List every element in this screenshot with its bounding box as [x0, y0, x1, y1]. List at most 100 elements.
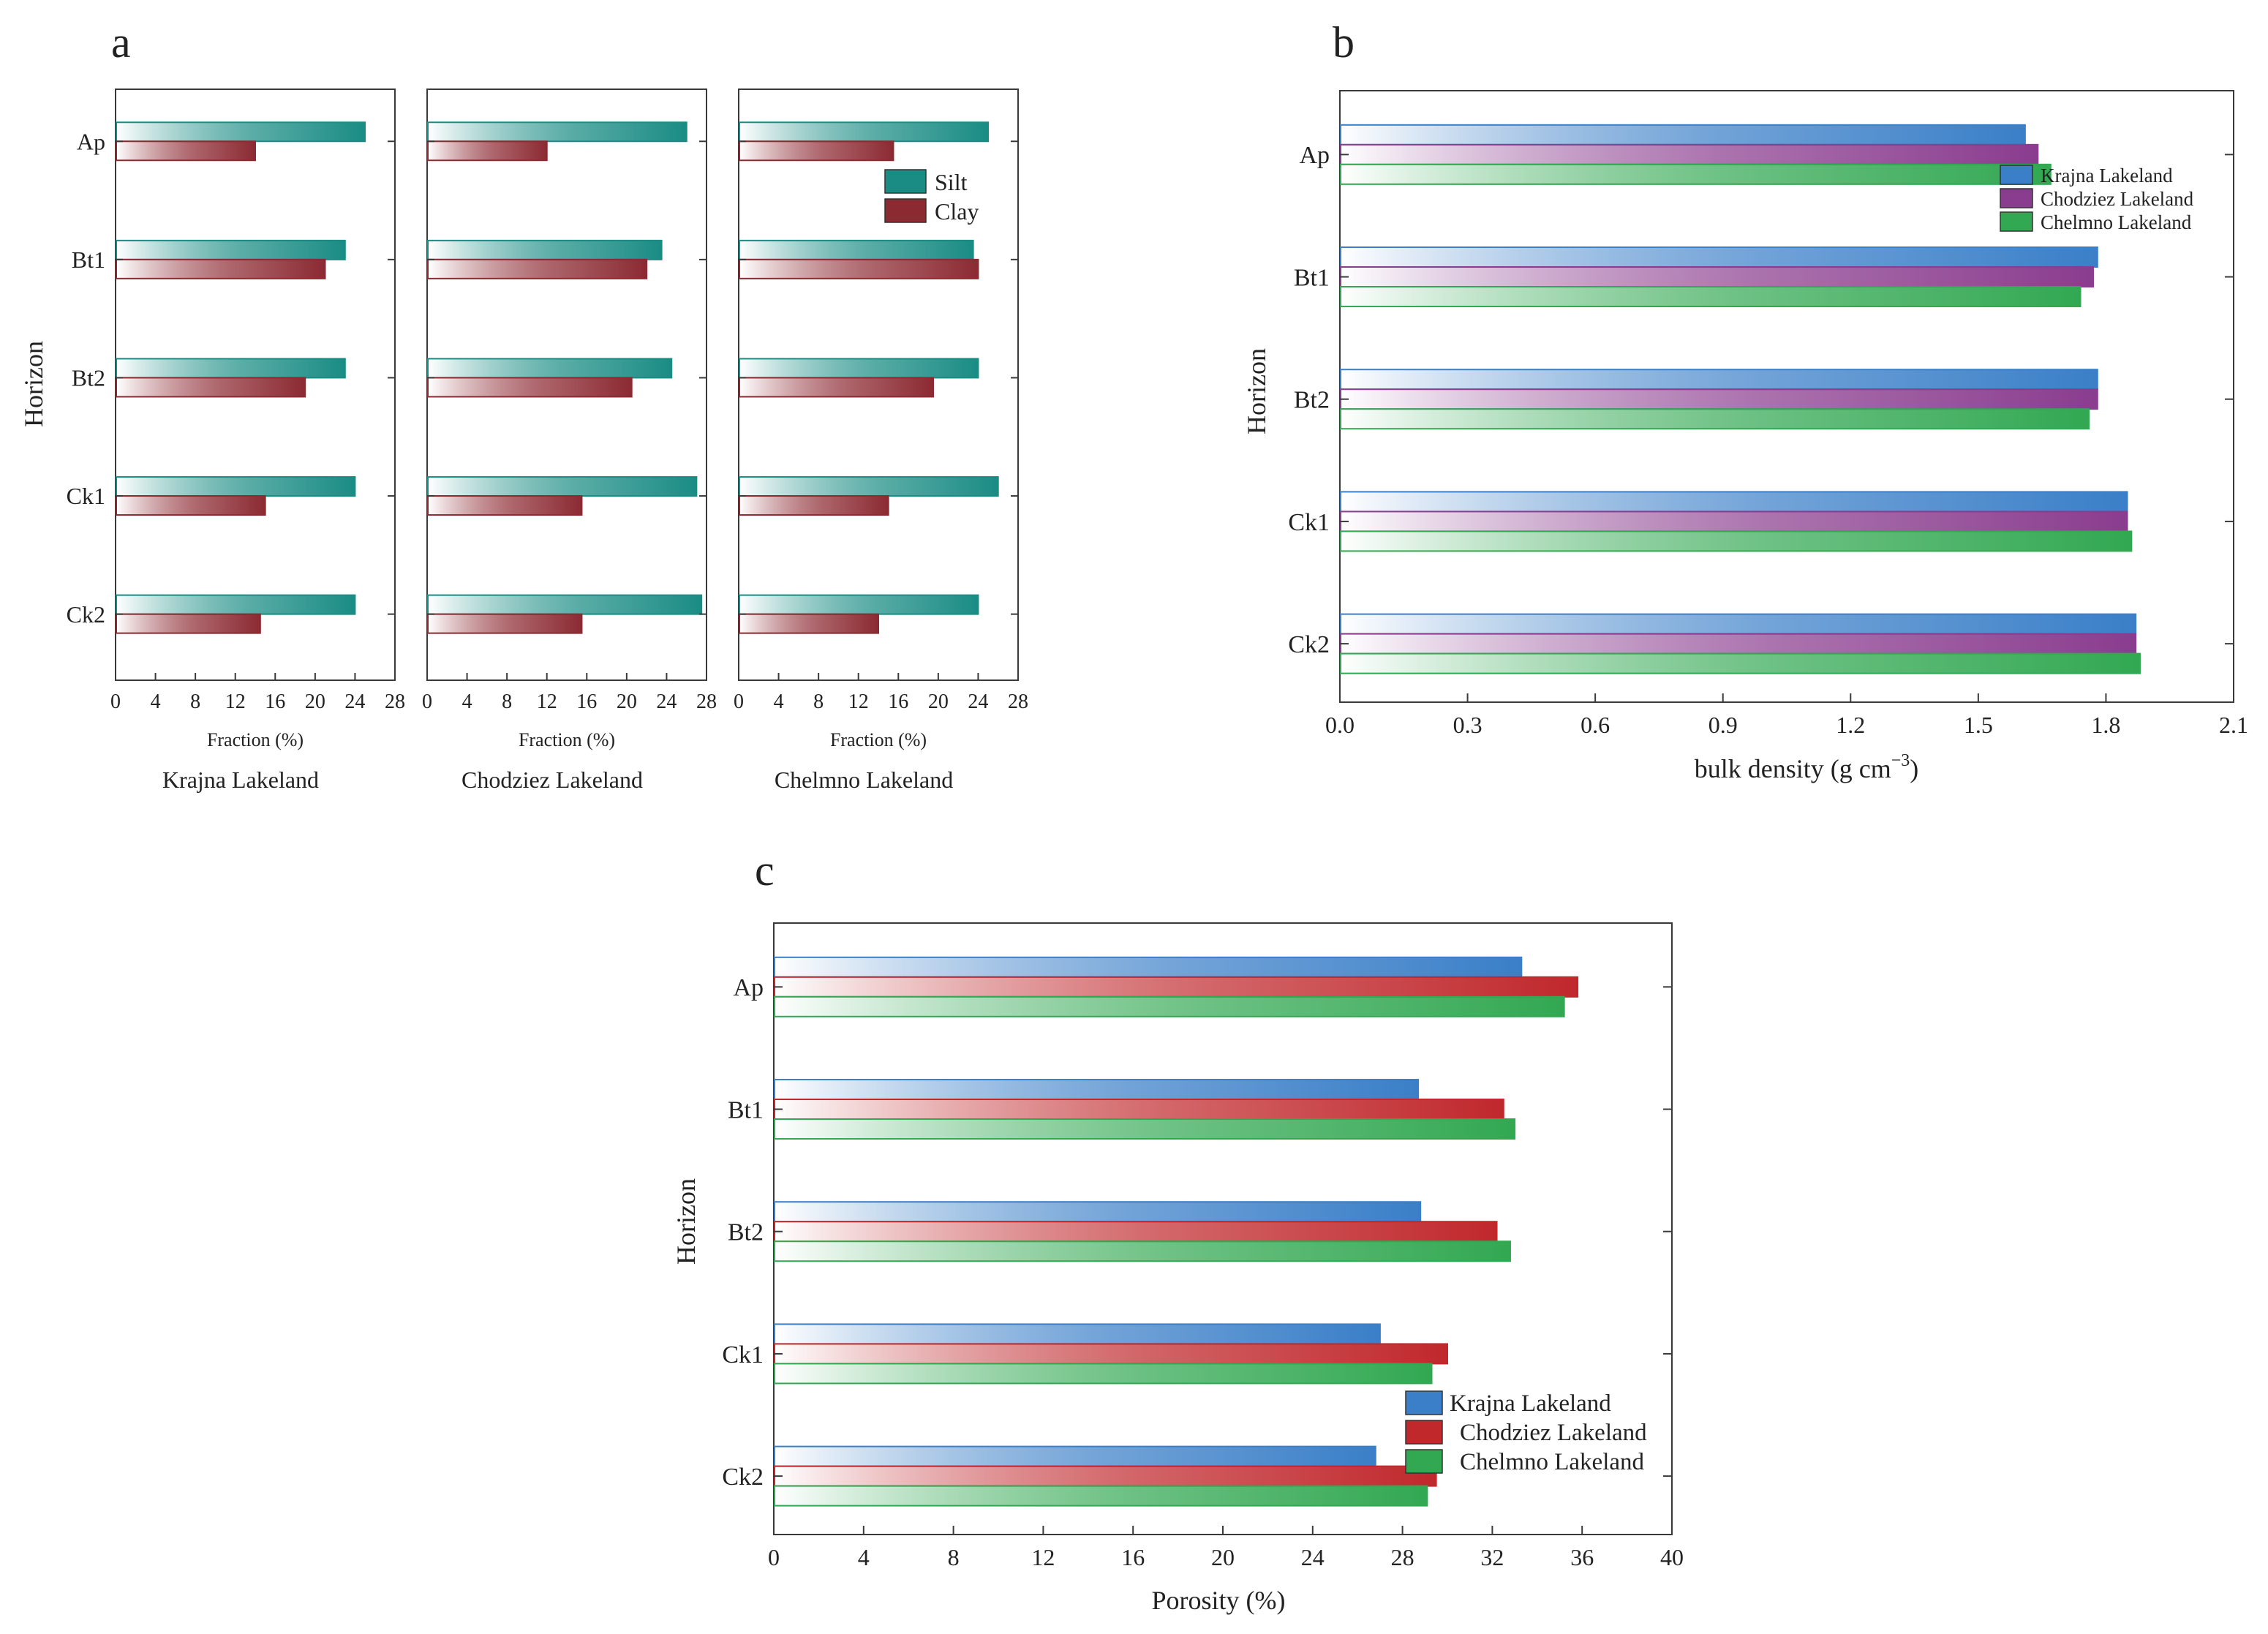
- legend-swatch-chelmno: [2000, 211, 2033, 232]
- bar-krajna-lakeland-bt2: [1340, 369, 2098, 391]
- panel-b-label: b: [1333, 18, 1355, 67]
- x-tick-label-12: 12: [848, 690, 869, 713]
- x-tick-label-28: 28: [696, 690, 717, 713]
- y-tick-label-bt1: Bt1: [728, 1096, 764, 1123]
- subplot-title-krajna-lakeland: Krajna Lakeland: [162, 767, 319, 793]
- bar-silt-bt1: [427, 239, 663, 260]
- bar-krajna-lakeland-ap: [1340, 124, 2026, 146]
- x-tick-label-12: 12: [225, 690, 246, 713]
- bar-clay-ck1: [427, 495, 583, 516]
- x-tick-label-0-3: 0.3: [1453, 712, 1483, 738]
- panel-b-xlabel: bulk density (g cm−3): [1695, 751, 1919, 783]
- y-tick-label-ap: Ap: [77, 128, 105, 154]
- x-tick-label-0: 0: [768, 1544, 780, 1570]
- bar-krajna-lakeland-bt1: [1340, 246, 2098, 268]
- bar-krajna-lakeland-ck2: [774, 1445, 1376, 1467]
- x-tick-label-1-2: 1.2: [1836, 712, 1865, 738]
- y-tick-label-bt2: Bt2: [1294, 387, 1330, 414]
- bar-clay-bt1: [739, 258, 979, 279]
- x-tick-label-8: 8: [190, 690, 200, 713]
- panel-b-legend: Krajna Lakeland Chodziez Lakeland Chelmn…: [2000, 165, 2194, 233]
- bar-chodziez-lakeland-bt2: [774, 1221, 1498, 1243]
- bar-krajna-lakeland-ap: [774, 956, 1523, 978]
- x-tick-label-36: 36: [1570, 1544, 1594, 1570]
- legend-swatch-krajna: [2000, 165, 2033, 185]
- y-tick-label-bt1: Bt1: [1294, 264, 1330, 291]
- panel-b: b Horizon Ap Bt1 Bt2 Ck1 Ck2 0.0 0.3 0.6 0.9 1.2 1…: [1242, 18, 2248, 783]
- x-tick-label-8: 8: [948, 1544, 960, 1570]
- bar-chodziez-lakeland-bt1: [774, 1099, 1504, 1121]
- y-tick-label-bt1: Bt1: [72, 246, 105, 273]
- x-tick-label-24: 24: [968, 690, 988, 713]
- bar-silt-ck2: [427, 594, 703, 615]
- bar-clay-bt2: [427, 377, 633, 398]
- y-tick-label-ck1: Ck1: [722, 1341, 764, 1368]
- bar-silt-ap: [739, 121, 990, 143]
- panel-a-subplot-chodziez: 0 4 8 12 16 20 24 28 Fraction (%) Chodziez Lakela…: [422, 89, 717, 793]
- bar-clay-ck1: [116, 495, 266, 516]
- x-tick-label-12: 12: [537, 690, 557, 713]
- bar-chodziez-lakeland-ck1: [1340, 511, 2128, 532]
- x-tick-label-0-9: 0.9: [1708, 712, 1738, 738]
- y-tick-label-bt2: Bt2: [72, 365, 105, 391]
- bar-chelmno-lakeland-ap: [1340, 163, 2052, 185]
- x-tick-label-0: 0: [422, 690, 432, 713]
- legend-swatch-chodziez: [2000, 188, 2033, 208]
- x-tick-label-24: 24: [656, 690, 677, 713]
- bar-krajna-lakeland-bt2: [774, 1201, 1422, 1223]
- legend-label-chodziez: Chodziez Lakeland: [2041, 188, 2194, 210]
- bar-chelmno-lakeland-ck2: [1340, 652, 2141, 674]
- x-tick-label-16: 16: [1121, 1544, 1145, 1570]
- legend-label-krajna: Krajna Lakeland: [1450, 1390, 1611, 1417]
- bar-clay-ap: [739, 140, 894, 162]
- x-tick-label-1-8: 1.8: [2091, 712, 2120, 738]
- y-tick-label-ck1: Ck1: [67, 483, 105, 509]
- legend-label-silt: Silt: [935, 169, 968, 195]
- bar-silt-ck1: [427, 476, 698, 497]
- y-tick-label-ck2: Ck2: [1288, 631, 1330, 658]
- bar-silt-bt2: [739, 358, 979, 379]
- bar-chodziez-lakeland-ap: [1340, 143, 2039, 165]
- y-tick-label-ck2: Ck2: [722, 1464, 764, 1491]
- bar-chelmno-lakeland-bt2: [1340, 408, 2090, 430]
- x-tick-label-4: 4: [151, 690, 161, 713]
- x-tick-label-4: 4: [462, 690, 472, 713]
- x-tick-label-28: 28: [1008, 690, 1028, 713]
- bar-silt-bt1: [116, 239, 346, 260]
- x-tick-label-40: 40: [1660, 1544, 1684, 1570]
- bar-chodziez-lakeland-ck1: [774, 1343, 1448, 1365]
- bar-chelmno-lakeland-ck1: [1340, 530, 2133, 552]
- bar-clay-bt2: [739, 377, 935, 398]
- panel-c-ylabel: Horizon: [671, 1178, 701, 1265]
- bar-krajna-lakeland-ck2: [1340, 613, 2137, 635]
- legend-label-krajna: Krajna Lakeland: [2041, 165, 2173, 187]
- x-tick-label-16: 16: [888, 690, 908, 713]
- x-tick-label-20: 20: [928, 690, 949, 713]
- x-tick-label-20: 20: [305, 690, 325, 713]
- bar-silt-ck1: [739, 476, 999, 497]
- x-tick-label-32: 32: [1480, 1544, 1504, 1570]
- panel-b-plot: Ap Bt1 Bt2 Ck1 Ck2 0.0 0.3 0.6 0.9 1.2 1.5 1.8 2.1: [1288, 90, 2248, 738]
- bar-chelmno-lakeland-bt1: [774, 1118, 1516, 1140]
- x-tick-label-12: 12: [1031, 1544, 1055, 1570]
- bar-silt-ck1: [116, 476, 356, 497]
- x-tick-label-1-5: 1.5: [1964, 712, 1993, 738]
- bar-chodziez-lakeland-ck2: [1340, 633, 2137, 655]
- panel-c-legend: Krajna Lakeland Chodziez Lakeland Chelmn…: [1405, 1390, 1647, 1475]
- plot-frame: [426, 89, 707, 681]
- x-tick-label-4: 4: [774, 690, 784, 713]
- panel-a-xlabel: Fraction (%): [830, 729, 927, 750]
- bar-silt-ap: [427, 121, 687, 143]
- bar-clay-ck1: [739, 495, 889, 516]
- panel-a-xlabel: Fraction (%): [519, 729, 615, 750]
- subplot-title-chodziez-lakeland: Chodziez Lakeland: [461, 767, 643, 793]
- panel-c-xlabel: Porosity (%): [1152, 1586, 1286, 1615]
- bar-chelmno-lakeland-bt2: [774, 1240, 1511, 1262]
- legend-label-chodziez: Chodziez Lakeland: [1460, 1420, 1647, 1446]
- bar-clay-ck2: [116, 613, 261, 634]
- bar-krajna-lakeland-bt1: [774, 1079, 1420, 1101]
- legend-swatch-krajna: [1405, 1390, 1443, 1415]
- bar-silt-ck2: [739, 594, 979, 615]
- panel-a-subplot-chelmno: 0 4 8 12 16 20 24 28 Fraction (%) Chelmno Lakelan…: [734, 89, 1028, 793]
